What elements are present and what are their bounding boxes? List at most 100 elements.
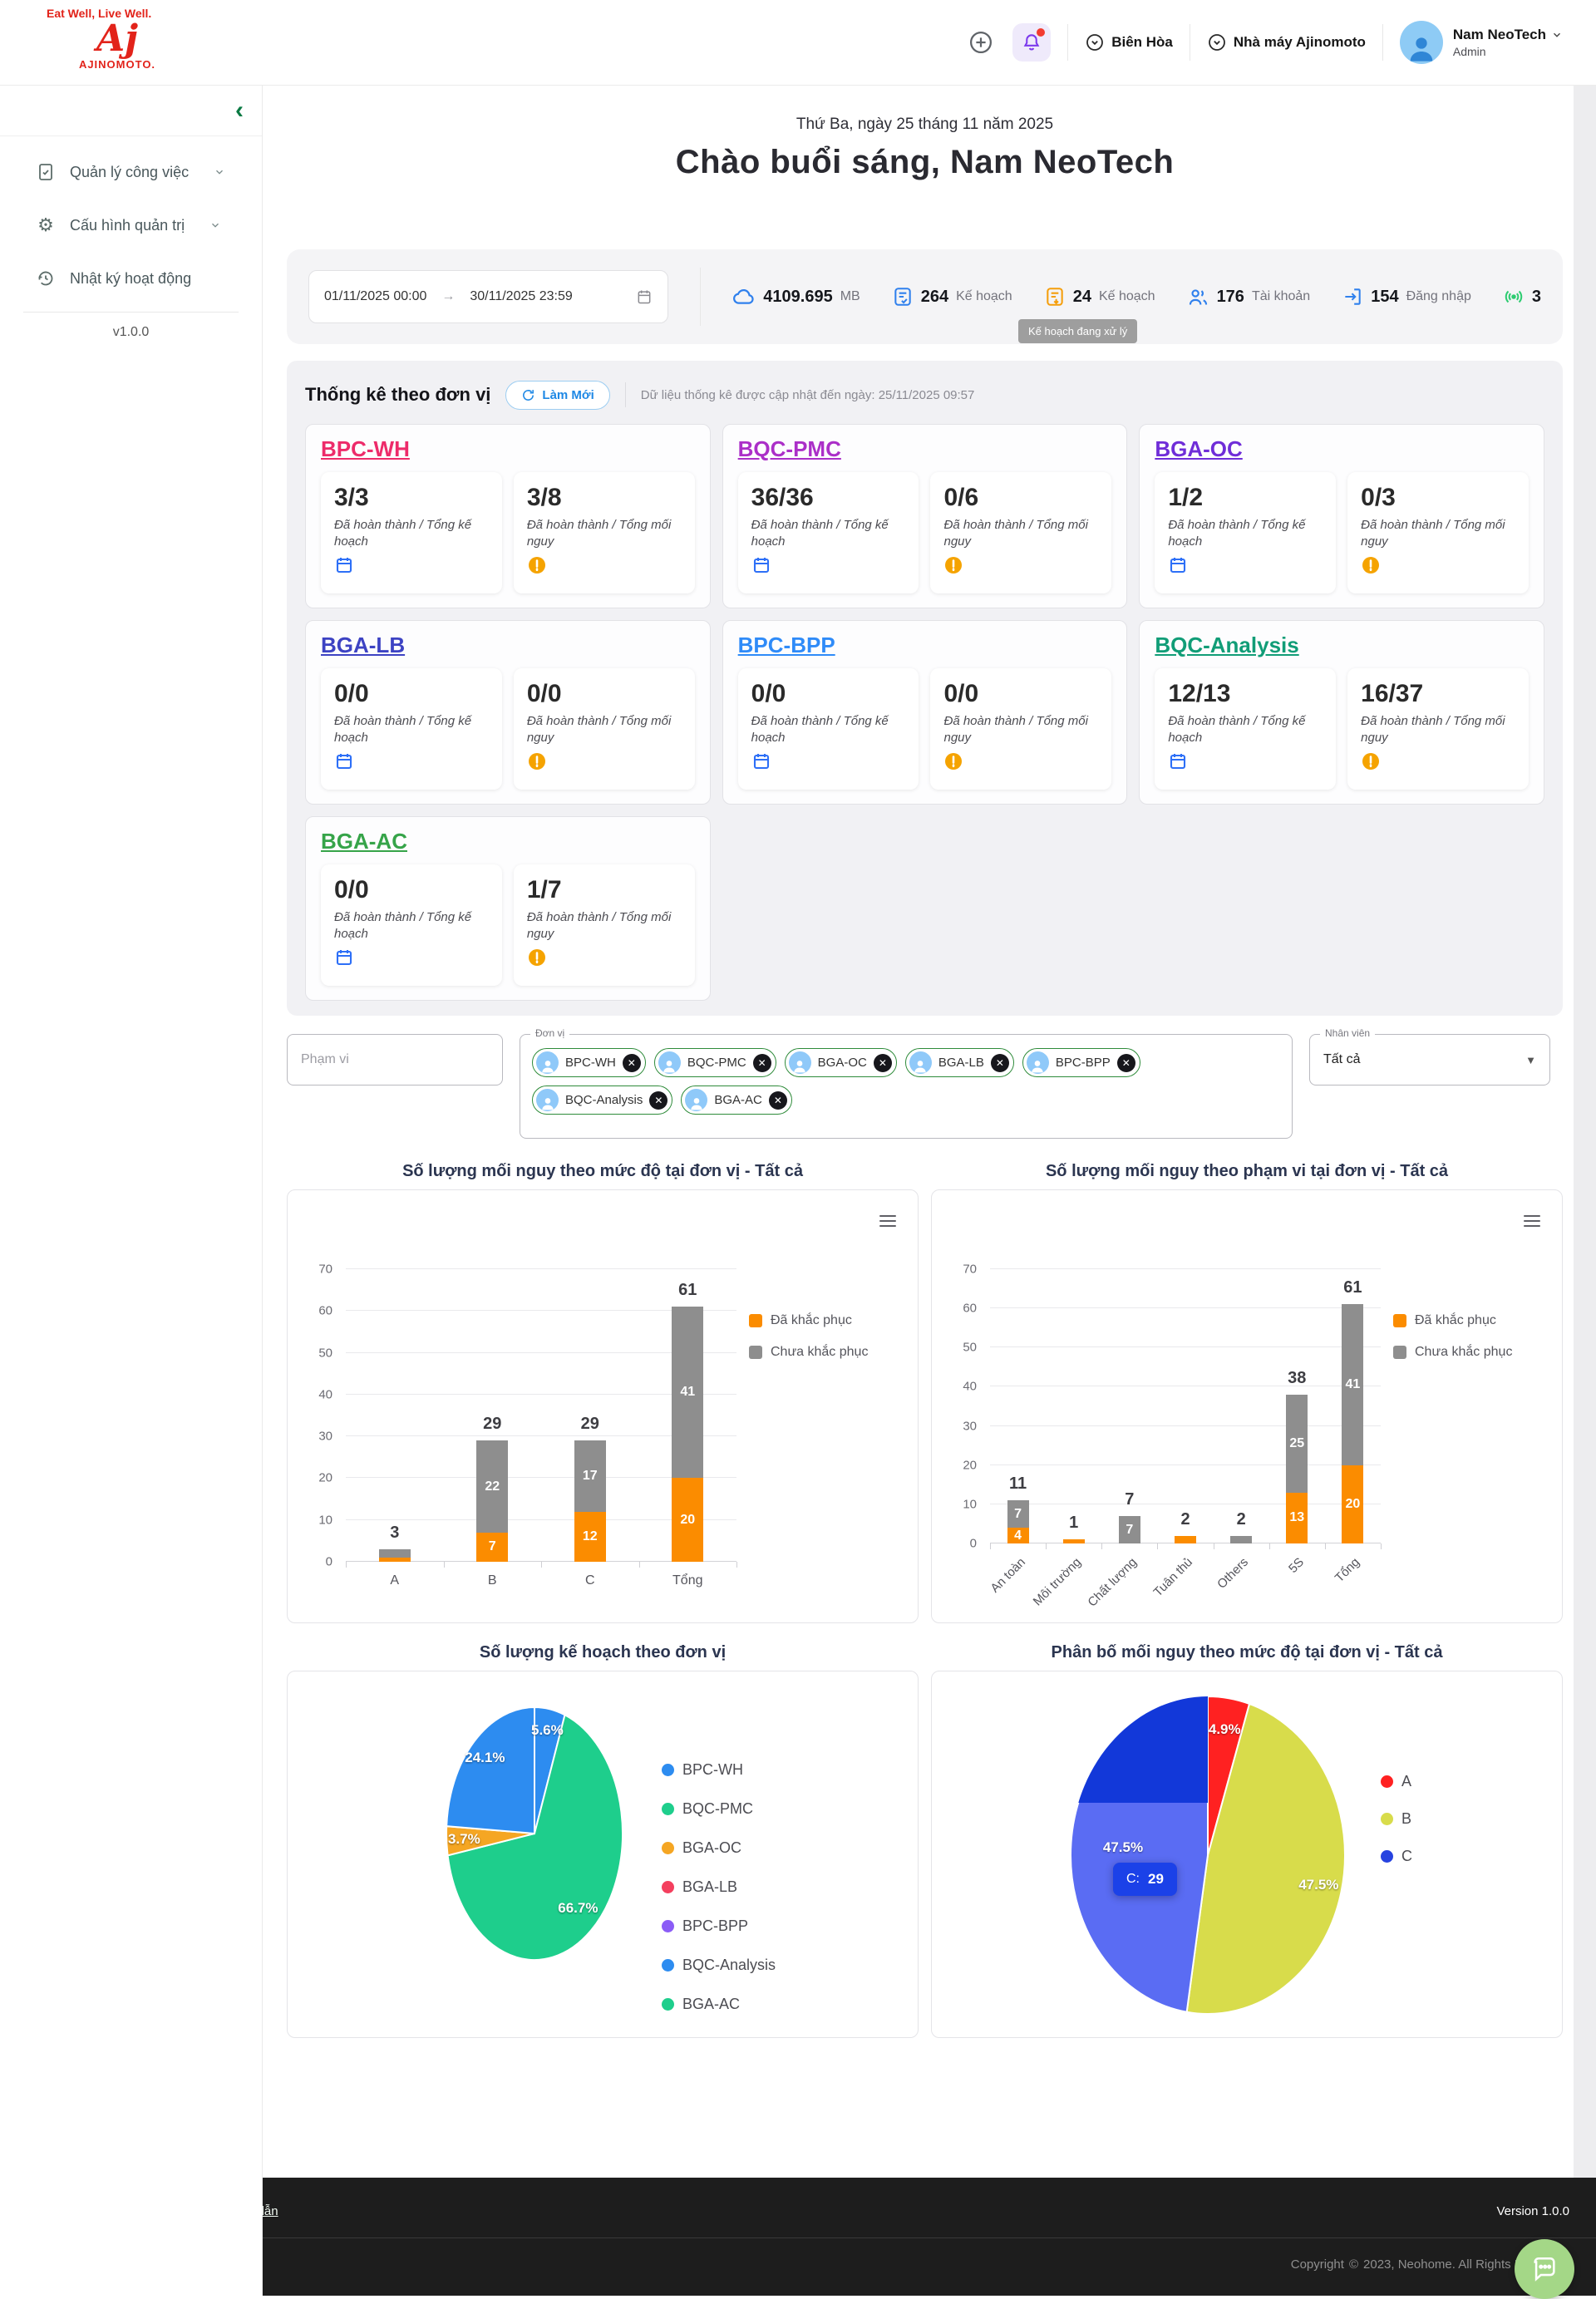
unit-chip[interactable]: BQC-PMC ✕	[653, 1048, 776, 1077]
factory-selector[interactable]: Nhà máy Ajinomoto	[1207, 32, 1366, 52]
legend-item[interactable]: C	[1381, 1848, 1412, 1865]
pie-slice[interactable]	[1185, 1702, 1346, 2015]
bar[interactable]	[1062, 1539, 1085, 1543]
accounts-icon	[1187, 286, 1209, 308]
cloud-icon	[732, 285, 756, 308]
close-icon[interactable]: ✕	[649, 1090, 668, 1110]
footer: Hướng dẫn Version 1.0.0 Copyright © 2023…	[0, 2178, 1596, 2299]
unit-filter[interactable]: Đơn vị BPC-WH ✕ BQC-PMC ✕ BGA-OC ✕	[520, 1027, 1293, 1139]
legend-item[interactable]: BGA-AC	[662, 1996, 776, 2013]
location-selector[interactable]: Biên Hòa	[1085, 32, 1173, 52]
sidebar-item-activity-log[interactable]: Nhật ký hoạt động	[0, 252, 262, 305]
stat-processing-plans[interactable]: 24 Kế hoạch	[1044, 286, 1155, 308]
unit-chip[interactable]: BPC-BPP ✕	[1022, 1048, 1140, 1077]
bar-total-label: 38	[1288, 1368, 1307, 1387]
unit-link[interactable]: BGA-LB	[321, 633, 406, 657]
close-icon[interactable]: ✕	[873, 1053, 892, 1072]
hazards-caption: Đã hoàn thành / Tổng mối nguy	[1361, 714, 1505, 746]
hazard-badge-icon	[1361, 751, 1515, 771]
unit-link[interactable]: BQC-PMC	[737, 436, 841, 461]
bar[interactable]: 12 17	[574, 1440, 606, 1562]
unit-chip[interactable]: BGA-OC ✕	[784, 1048, 897, 1077]
brand-tagline: Eat Well, Live Well.	[47, 7, 152, 20]
close-icon[interactable]: ✕	[752, 1053, 771, 1072]
unit-link[interactable]: BGA-OC	[1155, 436, 1243, 461]
add-button[interactable]	[966, 27, 996, 57]
unit-link[interactable]: BQC-Analysis	[1155, 633, 1299, 657]
hazards-subcard: 0/0 Đã hoàn thành / Tổng mối nguy	[930, 668, 1112, 790]
gridline	[346, 1351, 736, 1353]
calendar-icon	[751, 751, 906, 771]
unit-link[interactable]: BPC-WH	[321, 436, 410, 461]
unit-card: BPC-WH 3/3 Đã hoàn thành / Tổng kế hoạch…	[305, 424, 711, 608]
pie-slice[interactable]	[446, 1706, 535, 1835]
sidebar-collapse-button[interactable]: ‹	[235, 96, 244, 124]
employee-select[interactable]: Nhân viên Tất cả ▼	[1309, 1027, 1550, 1086]
calendar-icon[interactable]	[636, 288, 653, 305]
bar[interactable]: 20 41	[1342, 1304, 1364, 1543]
legend-item[interactable]: BGA-LB	[662, 1878, 776, 1896]
legend-item[interactable]: BPC-WH	[662, 1761, 776, 1779]
legend-item[interactable]: Chưa khắc phục	[749, 1345, 868, 1360]
refresh-button[interactable]: Làm Mới	[505, 380, 610, 410]
hazards-caption: Đã hoàn thành / Tổng mối nguy	[526, 714, 672, 746]
plans-subcard: 12/13 Đã hoàn thành / Tổng kế hoạch	[1155, 668, 1337, 790]
chart-block-hazard-by-scope: Số lượng mối nguy theo phạm vi tại đơn v…	[931, 1162, 1563, 1623]
legend-item[interactable]: BQC-PMC	[662, 1800, 776, 1818]
unit-chip[interactable]: BGA-AC ✕	[681, 1086, 792, 1115]
unit-link[interactable]: BGA-AC	[321, 829, 407, 854]
section-title: Thống kê theo đơn vị	[305, 384, 491, 405]
bar-segment	[1062, 1539, 1085, 1543]
legend-item[interactable]: BQC-Analysis	[662, 1957, 776, 1974]
footer-version: Version 1.0.0	[1496, 2204, 1569, 2218]
chart-block-plans-by-unit: Số lượng kế hoạch theo đơn vị 5.6% 66.7% 3…	[287, 1643, 919, 2038]
legend-item[interactable]: B	[1381, 1810, 1412, 1828]
sidebar-item-admin-config[interactable]: ⚙ Cấu hình quản trị	[0, 199, 262, 252]
bar[interactable]: 7	[1118, 1516, 1140, 1543]
legend-item[interactable]: BPC-BPP	[662, 1917, 776, 1935]
close-icon[interactable]: ✕	[990, 1053, 1009, 1072]
x-axis-tick	[541, 1562, 542, 1568]
legend-item[interactable]: A	[1381, 1773, 1412, 1790]
chat-fab-button[interactable]	[1515, 2239, 1574, 2299]
gridline	[346, 1477, 736, 1479]
chart-menu-icon[interactable]	[879, 1212, 896, 1230]
unit-link[interactable]: BPC-BPP	[737, 633, 835, 657]
bar[interactable]	[378, 1548, 411, 1562]
unit-card: BQC-Analysis 12/13 Đã hoàn thành / Tổng …	[1139, 620, 1544, 805]
bar[interactable]: 13 25	[1286, 1394, 1308, 1543]
sidebar-item-task-management[interactable]: Quản lý công việc	[0, 145, 262, 199]
bar[interactable]	[1175, 1535, 1196, 1543]
x-axis-tick	[638, 1562, 640, 1568]
date-range-picker[interactable]: 01/11/2025 00:00 → 30/11/2025 23:59	[308, 270, 669, 323]
chip-label: BGA-AC	[714, 1093, 762, 1107]
notifications-button[interactable]	[1012, 23, 1052, 62]
unit-chip[interactable]: BPC-WH ✕	[532, 1048, 646, 1077]
chart-menu-icon[interactable]	[1524, 1212, 1540, 1230]
calendar-icon	[751, 555, 906, 575]
legend-item[interactable]: Đã khắc phục	[749, 1313, 868, 1328]
legend-label: BGA-OC	[682, 1839, 742, 1856]
scope-input[interactable]	[287, 1034, 503, 1086]
bar[interactable]	[1230, 1535, 1253, 1543]
app-header: Eat Well, Live Well. Aj AJINOMOTO.	[0, 0, 1596, 86]
close-icon[interactable]: ✕	[622, 1053, 641, 1072]
unit-chip[interactable]: BGA-LB ✕	[904, 1048, 1014, 1077]
user-menu[interactable]: Nam NeoTech Admin	[1399, 21, 1563, 64]
pie-slice[interactable]	[446, 1713, 623, 1961]
legend-item[interactable]: BGA-OC	[662, 1839, 776, 1857]
plans-subcard: 36/36 Đã hoàn thành / Tổng kế hoạch	[737, 472, 919, 593]
close-icon[interactable]: ✕	[768, 1090, 787, 1110]
bar[interactable]: 20 41	[672, 1307, 704, 1562]
main-content: Thứ Ba, ngày 25 tháng 11 năm 2025 Chào b…	[262, 86, 1574, 2178]
stat-label: Kế hoạch	[956, 289, 1012, 303]
close-icon[interactable]: ✕	[1116, 1053, 1135, 1072]
bar[interactable]: 7 22	[476, 1440, 509, 1562]
legend-item[interactable]: Chưa khắc phục	[1393, 1345, 1512, 1360]
x-axis-line	[346, 1561, 736, 1562]
stat-accounts: 176 Tài khoản	[1187, 286, 1310, 308]
legend-item[interactable]: Đã khắc phục	[1393, 1313, 1512, 1328]
scrollbar-track[interactable]	[1574, 86, 1596, 2178]
unit-chip[interactable]: BQC-Analysis ✕	[532, 1086, 673, 1115]
